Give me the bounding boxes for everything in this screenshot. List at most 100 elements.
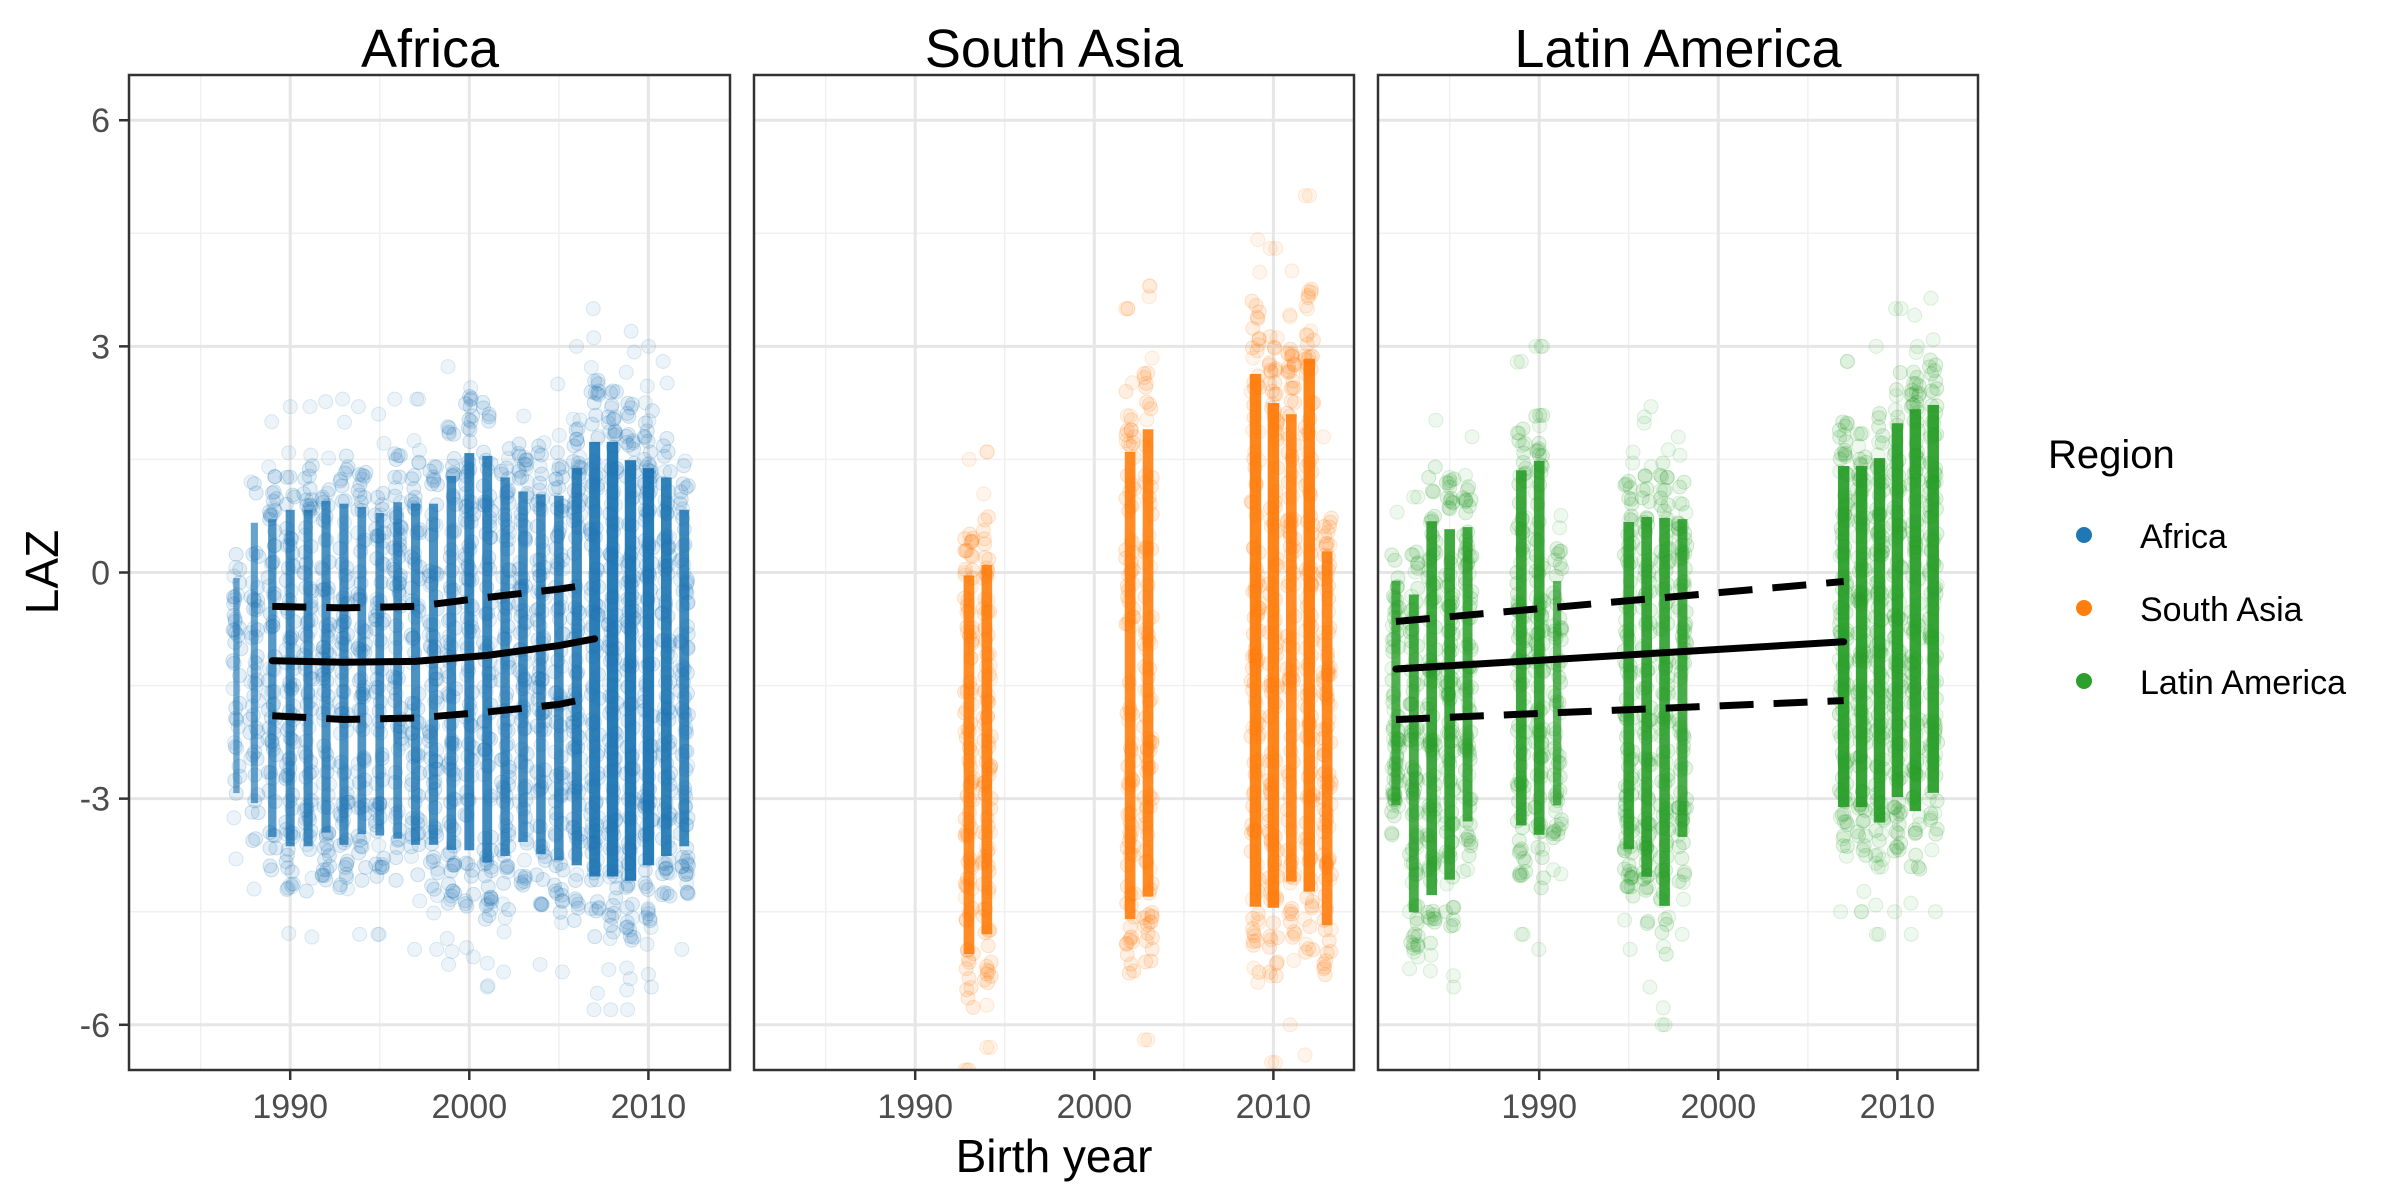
data-point [461, 792, 477, 808]
data-point [1640, 569, 1656, 585]
data-point [979, 569, 995, 585]
data-point [457, 807, 473, 823]
data-point [314, 582, 330, 598]
data-point [639, 791, 655, 807]
data-point [1889, 554, 1905, 570]
data-point [447, 857, 463, 873]
data-point [1282, 671, 1298, 687]
data-point [463, 392, 479, 408]
data-point [603, 641, 619, 657]
data-point [1887, 531, 1903, 547]
data-point [243, 750, 259, 766]
data-point [532, 685, 548, 701]
data-point [552, 612, 568, 628]
data-point [226, 655, 242, 671]
data-point [513, 868, 529, 884]
data-point [340, 627, 356, 643]
data-point [337, 637, 353, 653]
panel-title-south-asia: South Asia [925, 19, 1184, 79]
data-point [442, 891, 458, 907]
data-point [516, 801, 532, 817]
y-tick-label: -6 [80, 1007, 110, 1045]
data-point [1386, 588, 1402, 604]
data-point [608, 845, 624, 861]
data-point [422, 854, 438, 870]
data-point [1441, 469, 1457, 485]
data-point [227, 592, 243, 608]
data-point [427, 665, 443, 681]
data-point [1384, 827, 1400, 843]
data-point [637, 804, 653, 820]
data-point [442, 844, 458, 860]
data-point [1246, 786, 1262, 802]
data-point [1553, 543, 1569, 559]
data-point [529, 763, 545, 779]
data-point [1318, 856, 1334, 872]
data-point [228, 700, 244, 716]
data-point [512, 570, 528, 586]
data-point [404, 733, 420, 749]
data-point [304, 458, 320, 474]
data-point [301, 766, 317, 782]
data-point [497, 831, 513, 847]
data-point [604, 471, 620, 487]
data-point [1548, 772, 1564, 788]
data-point [461, 663, 477, 679]
data-point [1867, 546, 1883, 562]
data-point [479, 495, 495, 511]
data-point [250, 622, 266, 638]
data-point [445, 490, 461, 506]
data-point [584, 416, 600, 432]
data-point [1674, 926, 1690, 942]
data-point [338, 559, 354, 575]
data-point [246, 688, 262, 704]
data-point [407, 545, 423, 561]
data-point [296, 486, 312, 502]
data-point [411, 837, 427, 853]
data-point [369, 868, 385, 884]
data-point [1286, 952, 1302, 968]
data-point [321, 755, 337, 771]
data-point [391, 822, 407, 838]
data-point [1287, 608, 1303, 624]
data-point [1249, 309, 1265, 325]
data-point [1547, 589, 1563, 605]
data-point [332, 877, 348, 893]
data-point [568, 779, 584, 795]
data-point [496, 964, 512, 980]
data-point [298, 883, 314, 899]
data-point [429, 497, 445, 513]
data-point [388, 805, 404, 821]
data-point [591, 383, 607, 399]
data-point [1641, 712, 1657, 728]
data-point [1319, 902, 1335, 918]
data-point [1247, 692, 1263, 708]
data-point [623, 760, 639, 776]
data-point [1443, 726, 1459, 742]
data-point [412, 571, 428, 587]
data-point [481, 409, 497, 425]
data-point [1126, 495, 1142, 511]
data-point [317, 852, 333, 868]
data-point [443, 751, 459, 767]
data-point [569, 866, 585, 882]
data-point [445, 468, 461, 484]
data-point [1302, 616, 1318, 632]
data-point [464, 751, 480, 767]
data-point [458, 766, 474, 782]
data-point [444, 739, 460, 755]
data-point [494, 466, 510, 482]
data-point [479, 855, 495, 871]
data-point [1403, 588, 1419, 604]
data-point [568, 530, 584, 546]
data-point [1302, 850, 1318, 866]
data-point [571, 520, 587, 536]
data-point [374, 501, 390, 517]
data-point [1910, 422, 1926, 438]
data-point [555, 765, 571, 781]
data-point [501, 902, 517, 918]
data-point [517, 720, 533, 736]
data-point [975, 853, 991, 869]
data-point [339, 853, 355, 869]
data-point [388, 670, 404, 686]
